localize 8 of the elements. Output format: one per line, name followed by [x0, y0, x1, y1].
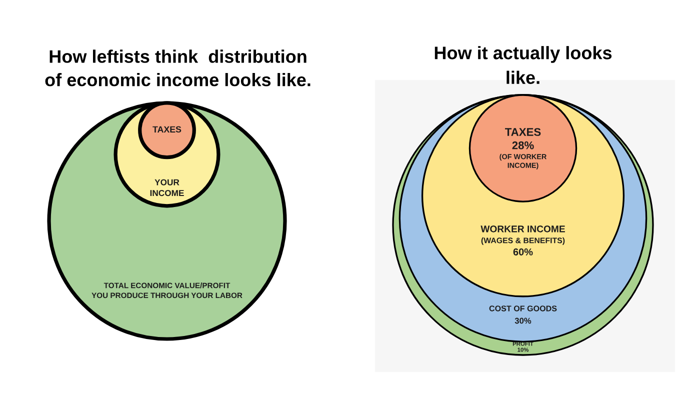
text: How leftists think distribution of economic income looks like. — [45, 50, 310, 86]
category-label: COST OF GOODS — [489, 306, 557, 312]
category-label: TAXES — [152, 126, 182, 133]
text: How it actually looks like. — [434, 46, 612, 84]
data-label: 30% — [514, 318, 532, 324]
data-label: 60% — [513, 248, 533, 256]
category-label: YOUR INCOME — [150, 179, 184, 196]
category-label: TAXES — [505, 128, 541, 136]
